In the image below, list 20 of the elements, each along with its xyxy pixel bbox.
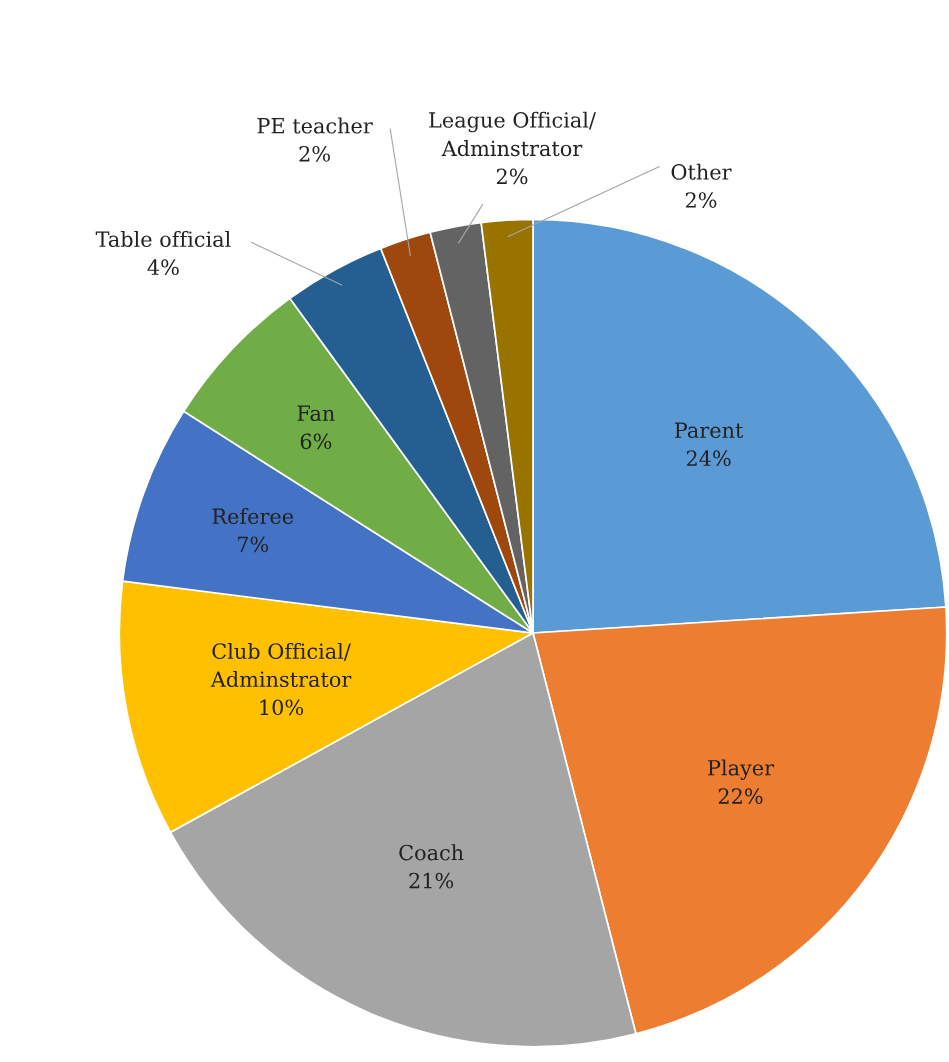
slice-label: Parent [674,422,744,439]
data-label: 2% [496,168,528,185]
data-label: 2% [685,192,717,208]
slice-label: League Official/ Adminstrator [429,111,596,157]
data-label: 24% [686,450,731,467]
data-label: 21% [409,872,454,889]
slice-label: Club Official/ Adminstrator [210,642,352,688]
data-label: 4% [147,259,179,276]
data-label: 2% [299,145,330,162]
data-label: 10% [260,699,304,716]
slice-label: Table official [95,230,231,248]
slice-label: Other [671,163,732,180]
slice-label: PE teacher [257,117,373,134]
slice-label: Referee [212,507,294,525]
data-label: 7% [237,536,269,553]
slice-label: Coach [399,844,464,861]
data-label: 22% [718,788,763,804]
slice-label: Player [708,759,775,780]
data-label: 6% [300,433,332,450]
slice-label: Fan [297,405,335,422]
